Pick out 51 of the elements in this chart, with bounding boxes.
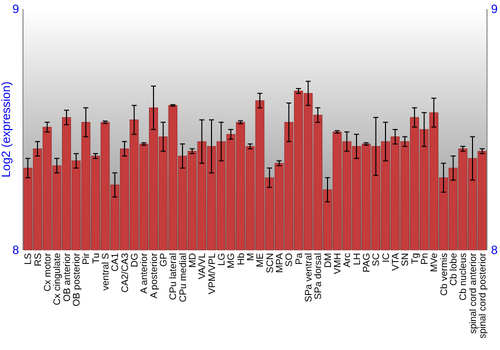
x-tick-label: LG	[216, 253, 228, 266]
x-tick-label: A posterior	[148, 253, 160, 298]
x-tick-label: M	[245, 252, 256, 261]
x-tick-label: DM	[322, 252, 334, 268]
x-tick-label: ME	[255, 253, 266, 268]
x-tick-label: Hb	[236, 253, 247, 266]
x-tick-label: SPa ventral	[303, 253, 314, 302]
x-tick-label: CPu lateral	[168, 253, 180, 300]
x-tick-label: RS	[32, 253, 44, 266]
x-tick-label: SO	[284, 253, 296, 267]
x-tick-label: OB anterior	[62, 253, 73, 302]
x-tick-label: Cb lobe	[448, 253, 460, 286]
x-tick-label: Cx motor	[42, 253, 54, 292]
x-tick-label: Cb nucleus	[458, 252, 470, 301]
x-tick-label: GP	[158, 253, 170, 267]
x-tick-label: Arc	[342, 252, 354, 268]
x-tick-label: MG	[226, 253, 238, 268]
x-tick-label: Pn	[419, 253, 430, 265]
x-tick-label: MD	[187, 252, 198, 268]
x-tick-label: VTA	[390, 252, 402, 271]
x-tick-label: DG	[129, 253, 140, 268]
x-tick-label: IC	[380, 252, 392, 262]
x-tick-label: SCN	[264, 252, 276, 274]
x-tick-label: Cb vermis	[438, 252, 450, 296]
x-tick-label: SC	[371, 252, 382, 266]
x-tick-label: CPu medial	[178, 253, 189, 302]
x-tick-label: Tu	[90, 253, 102, 264]
x-tick-label: ventral S	[100, 253, 112, 290]
x-tick-label: A anterior	[139, 253, 150, 294]
x-tick-label: Pa	[294, 252, 305, 265]
x-tick-label: PAG	[361, 253, 372, 272]
x-tick-label: Cx cingulate	[52, 253, 64, 306]
x-tick-label: Pir	[81, 253, 92, 265]
x-tick-label: LS	[23, 253, 34, 265]
x-tick-label: SPa dorsal	[313, 253, 324, 300]
x-tick-label: spinal cord posterior	[477, 253, 488, 339]
x-tick-label: SN	[400, 252, 412, 266]
x-tick-label: OB posterior	[71, 253, 82, 306]
x-tick-label: VPM/VPL	[206, 253, 218, 294]
x-tick-label: spinal cord anterior	[468, 253, 479, 334]
x-tick-label: CA2/CA3	[120, 253, 131, 293]
x-tick-label: VMH	[332, 252, 344, 274]
x-tick-label: Tg	[410, 253, 421, 264]
y2-tick-label: 8	[491, 243, 498, 258]
x-tick-label: VA/VL	[197, 253, 208, 280]
x-tick-label: MVe	[429, 253, 440, 272]
x-tick-label: LH	[352, 252, 363, 266]
x-tick-label: MPA	[274, 252, 286, 273]
y2-tick-label: 9	[491, 2, 498, 16]
y-axis-title: Log2 (expression)	[0, 81, 13, 178]
x-tick-label: CA1	[110, 253, 122, 272]
